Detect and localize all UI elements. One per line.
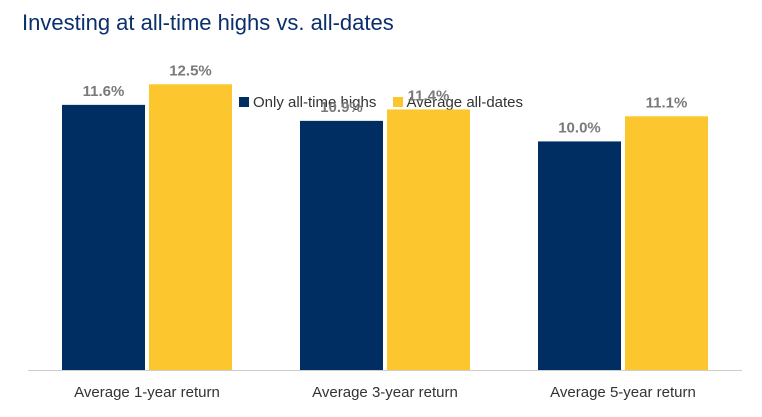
bar-series-1-1 [62,104,145,370]
bar-series-1-2 [300,120,383,370]
data-label-series-1-2: 10.9% [320,99,363,116]
legend-item-series-2: Average all-dates [392,94,524,111]
data-label-series-2-3: 11.1% [646,94,688,111]
data-label-series-1-1: 11.6% [83,83,125,100]
legend-swatch-series-2 [392,97,403,107]
legend-item-series-1: Only all-time highs [238,94,377,111]
category-label-1: Average 1-year return [74,384,220,401]
legend-label-series-1: Only all-time highs [252,94,377,111]
bar-series-2-1 [149,84,232,371]
bar-series-2-2 [387,109,470,370]
data-label-series-2-1: 12.5% [169,62,212,79]
chart-title: Investing at all-time highs vs. all-date… [22,10,394,35]
category-label-2: Average 3-year return [312,384,458,401]
bar-series-2-3 [625,116,708,371]
legend: Only all-time highs Average all-dates [0,94,762,111]
bar-series-1-3 [538,141,621,370]
category-label-3: Average 5-year return [550,384,696,401]
data-label-series-2-2: 11.4% [408,87,450,104]
legend-swatch-series-1 [238,97,249,107]
data-label-series-1-3: 10.0% [558,119,601,136]
legend-label-series-2: Average all-dates [406,94,524,111]
